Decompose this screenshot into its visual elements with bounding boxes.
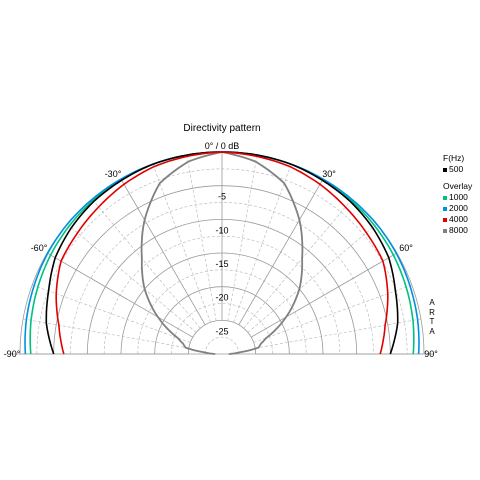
grid-spoke: [227, 155, 258, 321]
radial-tick-label: -10: [215, 225, 228, 235]
legend-label: 1000: [449, 192, 468, 202]
legend-header: F(Hz): [443, 153, 465, 163]
legend-item-1000: 1000: [443, 192, 472, 203]
legend-label: 4000: [449, 214, 468, 224]
grid-spoke: [243, 199, 353, 329]
angle-tick-label: 60°: [399, 243, 413, 253]
angle-tick-label: -60°: [31, 243, 48, 253]
label-layer: -90° -60° -30° 0° / 0 dB 30° 60° 90° -5 -10 -15 -2…: [4, 141, 439, 359]
grid-spoke: [46, 252, 194, 338]
grid-spoke: [23, 318, 189, 349]
angle-tick-label: 30°: [322, 169, 336, 179]
legend-swatch: [443, 217, 447, 222]
grid-spoke: [250, 252, 398, 338]
legend-label: 8000: [449, 225, 468, 235]
series-line-4000: [55, 151, 389, 355]
grid-spoke: [247, 223, 377, 333]
grid-ring: [171, 303, 273, 355]
grid-ring: [204, 336, 240, 355]
legend-item-500: 500: [443, 164, 472, 175]
angle-tick-label: 0° / 0 dB: [205, 141, 240, 151]
angle-tick-label: -30°: [105, 169, 122, 179]
legend-label: 500: [449, 164, 464, 174]
series-layer: [24, 151, 420, 355]
grid-spoke: [255, 318, 421, 349]
legend-swatch: [443, 195, 447, 200]
grid-spoke: [186, 155, 217, 321]
grid-spoke: [67, 223, 197, 333]
legend-swatch: [443, 167, 447, 172]
legend-item-2000: 2000: [443, 203, 472, 214]
grid-spoke: [238, 178, 324, 326]
angle-tick-label: 90°: [424, 349, 438, 359]
grid-spoke: [91, 199, 201, 329]
legend-label: 2000: [449, 203, 468, 213]
grid-spoke: [32, 284, 191, 343]
radial-tick-label: -25: [215, 326, 228, 336]
radial-tick-label: -20: [215, 293, 228, 303]
legend-swatch: [443, 206, 447, 211]
legend-item-8000: 8000: [443, 225, 472, 236]
grid-spoke: [233, 164, 292, 323]
legend-item-4000: 4000: [443, 214, 472, 225]
grid-spoke: [152, 164, 211, 323]
angle-tick-label: -90°: [4, 349, 21, 359]
grid-spoke: [120, 178, 206, 326]
legend: F(Hz) 500 Overlay 1000 2000 4000 8000: [443, 153, 472, 236]
grid-spoke: [253, 284, 412, 343]
radial-tick-label: -15: [215, 259, 228, 269]
chart-title: Directivity pattern: [183, 123, 260, 134]
radial-tick-label: -5: [218, 192, 226, 202]
legend-swatch: [443, 228, 447, 233]
legend-overlay-label: Overlay: [443, 181, 473, 191]
